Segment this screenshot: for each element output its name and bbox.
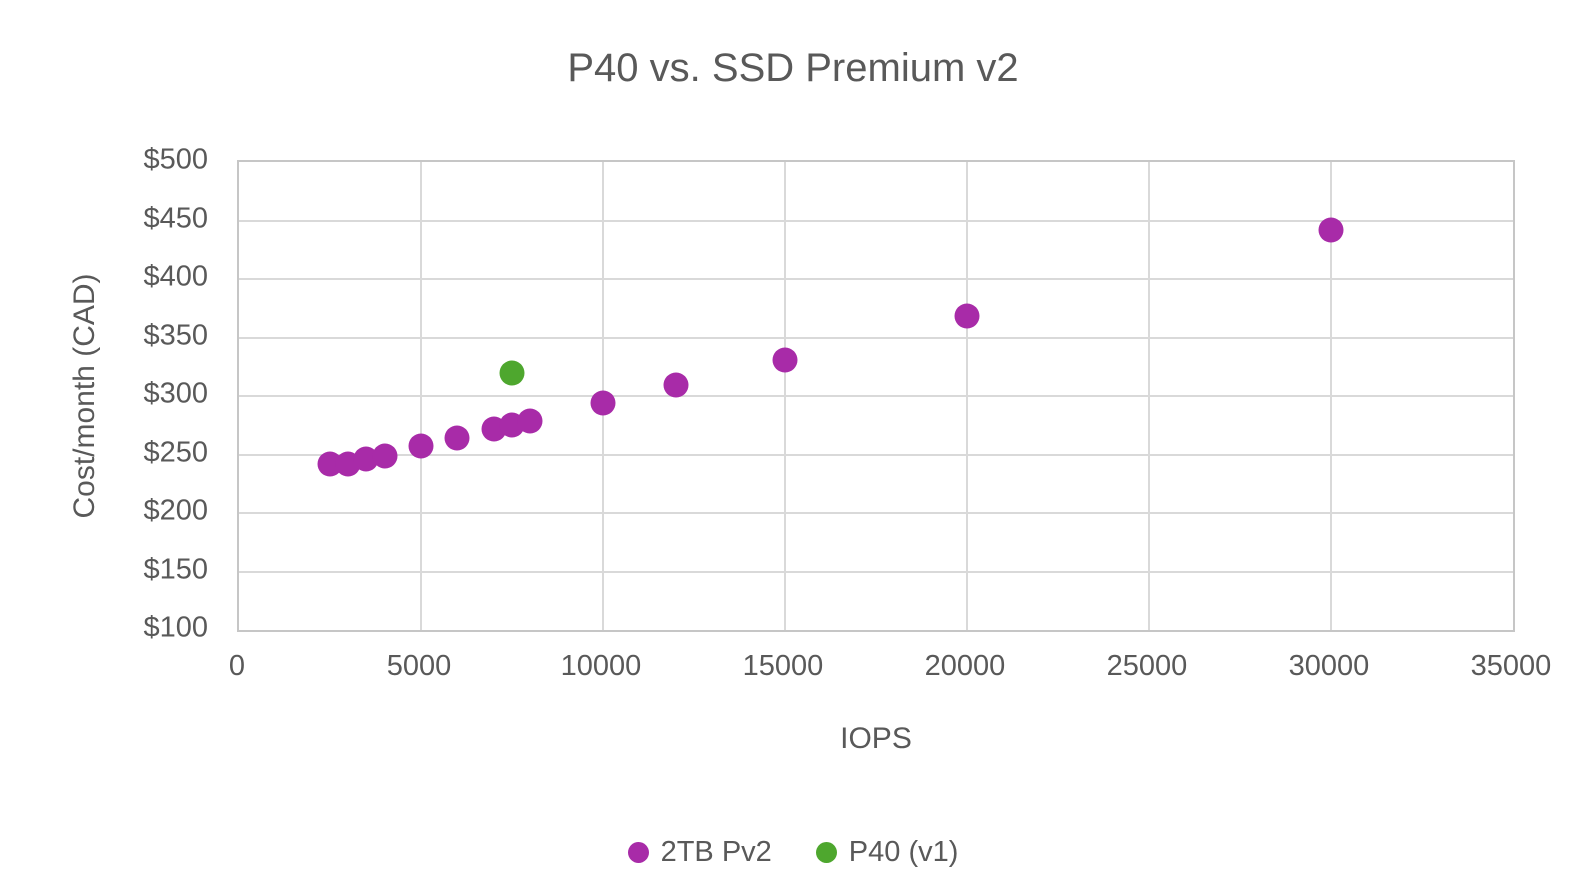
y-tick-label: $500	[143, 143, 208, 176]
data-point-2tb-pv2[interactable]	[444, 425, 470, 451]
legend-item-p40-v1[interactable]: P40 (v1)	[815, 835, 959, 869]
y-tick-label: $200	[143, 494, 208, 527]
legend-marker-icon	[815, 841, 837, 863]
y-tick-label: $100	[143, 611, 208, 644]
legend-label: P40 (v1)	[848, 835, 959, 868]
x-axis-title: IOPS	[840, 722, 912, 755]
data-point-2tb-pv2[interactable]	[590, 390, 616, 416]
horizontal-gridline	[239, 570, 1513, 573]
legend: 2TB Pv2 P40 (v1)	[0, 830, 1586, 874]
data-point-2tb-pv2[interactable]	[372, 443, 398, 469]
y-axis-tick-labels: $100 $150 $200 $250 $300 $350 $400 $450 $500	[0, 144, 208, 644]
horizontal-gridline	[239, 395, 1513, 397]
legend-marker-icon	[627, 841, 649, 863]
data-point-2tb-pv2[interactable]	[663, 372, 689, 398]
horizontal-gridline	[239, 278, 1513, 280]
x-tick-label: 35000	[1470, 650, 1552, 682]
horizontal-gridline	[239, 453, 1513, 456]
x-tick-label: 30000	[1288, 650, 1370, 682]
data-point-2tb-pv2[interactable]	[772, 347, 798, 373]
y-tick-label: $300	[143, 377, 208, 410]
x-axis-tick-labels: 0 5000 10000 15000 20000 25000 30000 35000	[229, 650, 1551, 690]
y-tick-label: $400	[143, 260, 208, 293]
data-point-2tb-pv2[interactable]	[408, 433, 434, 459]
legend-label: 2TB Pv2	[660, 835, 772, 868]
horizontal-gridline	[239, 512, 1513, 514]
data-point-2tb-pv2[interactable]	[954, 303, 980, 329]
data-point-2tb-pv2[interactable]	[517, 408, 543, 434]
horizontal-gridline	[239, 219, 1513, 222]
x-tick-label: 20000	[924, 650, 1006, 682]
horizontal-gridline	[239, 336, 1513, 339]
x-tick-label: 15000	[742, 650, 824, 682]
legend-item-2tb-pv2[interactable]: 2TB Pv2	[627, 835, 772, 869]
y-tick-label: $350	[143, 319, 208, 351]
data-point-2tb-pv2[interactable]	[1318, 217, 1344, 243]
chart-title: P40 vs. SSD Premium v2	[567, 46, 1019, 90]
x-tick-label: 10000	[560, 650, 642, 682]
x-tick-label: 0	[228, 650, 246, 682]
data-point-p40-v1[interactable]	[499, 360, 525, 386]
y-tick-label: $450	[143, 202, 208, 234]
y-tick-label: $250	[143, 436, 208, 468]
plot-area	[237, 160, 1515, 632]
x-tick-label: 25000	[1106, 650, 1188, 682]
x-tick-label: 5000	[386, 650, 452, 682]
y-tick-label: $150	[143, 553, 208, 585]
